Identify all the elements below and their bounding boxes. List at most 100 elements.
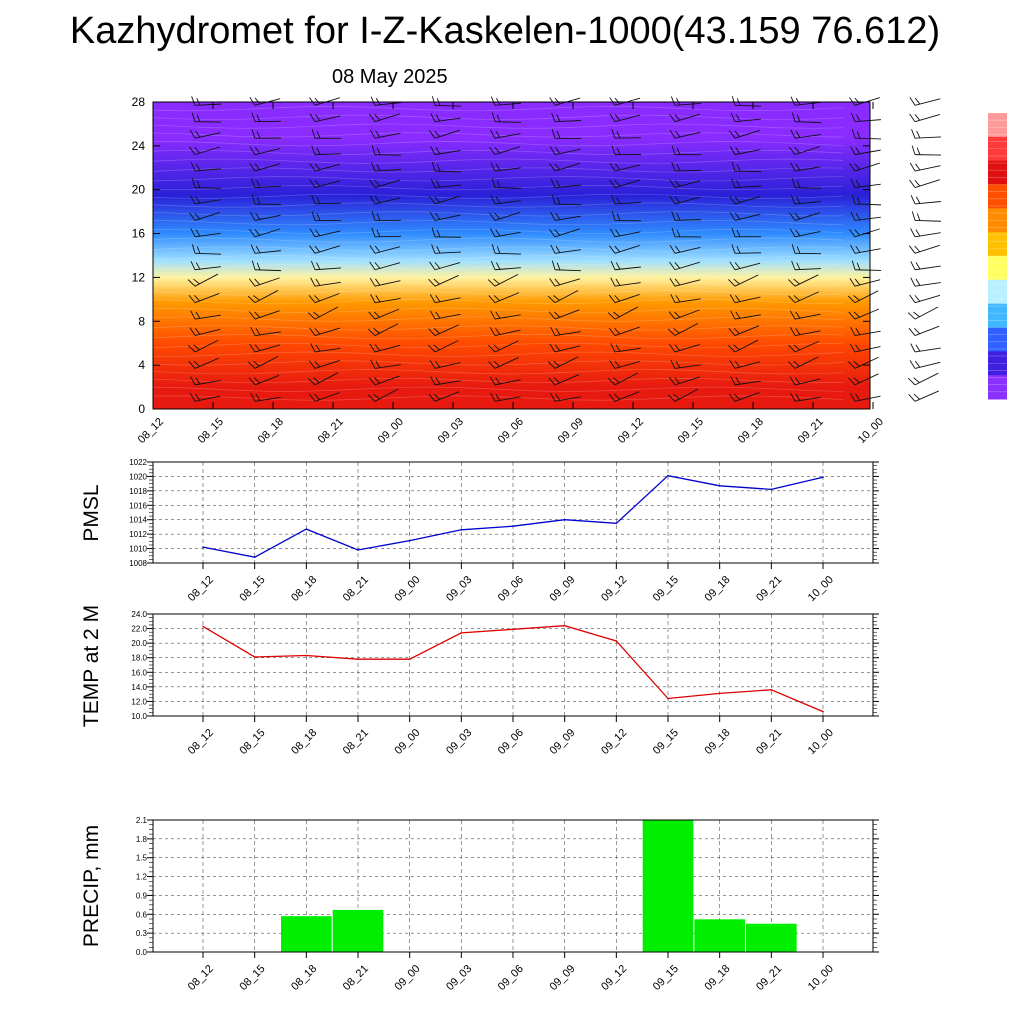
- x-tick-label: 09_12: [599, 963, 629, 993]
- contour-line: [152, 132, 844, 138]
- wind-barb: [307, 372, 339, 386]
- plot-frame: [152, 819, 874, 953]
- wind-barb: [551, 112, 581, 123]
- wind-barb: [549, 146, 581, 156]
- wind-barb: [489, 327, 521, 336]
- contour-line: [152, 395, 844, 401]
- wind-barb: [369, 261, 401, 271]
- wind-barb: [789, 310, 821, 320]
- wind-barb: [849, 162, 880, 172]
- wind-barb: [910, 343, 941, 353]
- x-tick-label: 08_21: [341, 727, 371, 757]
- wind-barb: [488, 340, 519, 353]
- wind-barb: [671, 227, 702, 238]
- wind-barb: [609, 179, 641, 188]
- data-point: [202, 546, 204, 548]
- wind-barb: [789, 146, 820, 156]
- x-tick-label: 08_15: [196, 416, 226, 446]
- x-tick-label: 09_21: [796, 416, 826, 446]
- wind-barb: [490, 129, 521, 139]
- x-tick-label: 08_18: [289, 574, 319, 604]
- wind-barb: [490, 195, 521, 205]
- x-tick-label: 09_09: [547, 727, 577, 757]
- y-tick-label: 22.0: [131, 625, 147, 634]
- x-tick-label: 09_06: [496, 574, 526, 604]
- x-tick-label: 09_18: [736, 416, 766, 446]
- wind-barb: [609, 360, 641, 369]
- wind-barb: [611, 129, 642, 139]
- x-tick-label: 09_12: [599, 574, 629, 604]
- wind-barb: [908, 325, 940, 336]
- x-tick-label: 09_09: [547, 574, 577, 604]
- data-point: [822, 476, 824, 478]
- y-tick-label: 1016: [129, 501, 147, 510]
- wind-barb: [370, 96, 401, 106]
- y-tick-label: 1020: [129, 472, 147, 481]
- wind-barb: [371, 145, 402, 156]
- wind-barb: [428, 340, 459, 353]
- y-tick-label: 1008: [129, 559, 147, 568]
- wind-barb: [729, 195, 761, 205]
- precip-bar: [694, 919, 745, 952]
- wind-barb: [910, 195, 941, 205]
- x-tick-label: 09_09: [556, 416, 586, 446]
- x-tick-label: 10_00: [856, 416, 886, 446]
- x-tick-label: 09_15: [651, 574, 681, 604]
- wind-barb: [667, 388, 699, 402]
- x-tick-label: 08_21: [316, 416, 346, 446]
- x-tick-label: 09_00: [392, 727, 422, 757]
- contour-line: [152, 185, 844, 191]
- contour-line: [152, 176, 844, 182]
- data-point: [770, 688, 773, 691]
- wind-barb: [729, 261, 761, 271]
- wind-barb: [910, 277, 941, 287]
- wind-barb: [187, 339, 219, 353]
- y-tick-label: 4: [138, 358, 145, 372]
- x-tick-label: 08_12: [186, 574, 216, 604]
- wind-barb: [730, 376, 761, 386]
- wind-barb: [310, 260, 341, 271]
- wind-barb: [190, 310, 221, 320]
- wind-barb: [791, 260, 821, 271]
- data-point: [512, 628, 514, 631]
- wind-barb: [371, 211, 402, 221]
- y-tick-label: 16: [132, 227, 146, 241]
- wind-barb: [491, 178, 521, 189]
- y-tick-label: 20: [132, 183, 146, 197]
- data-point: [667, 474, 669, 477]
- contour-line: [152, 290, 844, 296]
- wind-barb: [309, 162, 341, 172]
- data-point: [770, 488, 773, 491]
- wind-barb: [311, 129, 342, 139]
- x-tick-label: 08_12: [186, 963, 216, 993]
- data-point: [408, 539, 411, 542]
- wind-barb: [729, 360, 761, 369]
- contour-line: [152, 211, 844, 217]
- data-point: [408, 658, 411, 660]
- wind-barb: [669, 195, 701, 205]
- wind-barb: [550, 392, 581, 402]
- colorbar: [988, 112, 1007, 400]
- wind-barb: [311, 194, 342, 205]
- wind-barb: [608, 326, 640, 336]
- wind-barb: [848, 356, 879, 369]
- colorbar-segment: [988, 303, 1007, 328]
- wind-barb: [308, 293, 340, 304]
- wind-barb: [247, 355, 279, 369]
- x-tick-label: 09_03: [444, 727, 474, 757]
- wind-barb: [790, 129, 821, 139]
- y-tick-label: 20.0: [131, 639, 147, 648]
- wind-barb: [251, 178, 281, 188]
- wind-barb: [310, 277, 341, 287]
- wind-barb: [789, 212, 820, 221]
- wind-barb: [911, 211, 942, 222]
- x-tick-label: 09_18: [702, 574, 732, 604]
- wind-barb: [309, 228, 341, 238]
- contour-line: [152, 281, 844, 287]
- x-tick-label: 09_03: [436, 416, 466, 446]
- wind-barb: [308, 392, 340, 402]
- wind-barb: [548, 374, 580, 386]
- wind-barb: [488, 357, 519, 369]
- y-tick-label: 28: [132, 95, 146, 109]
